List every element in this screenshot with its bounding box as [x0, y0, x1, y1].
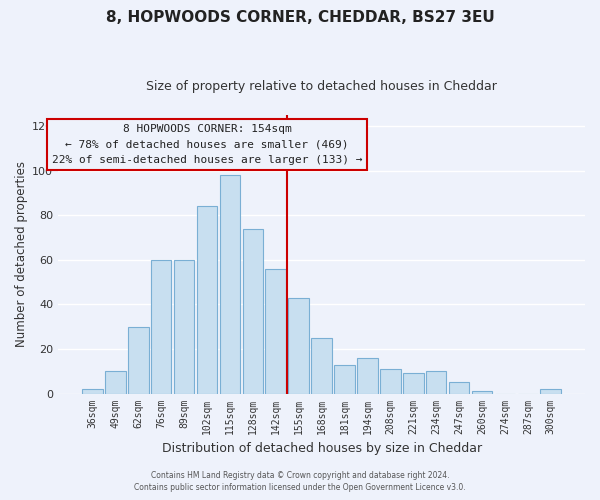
- Bar: [151, 260, 172, 394]
- Text: Contains HM Land Registry data © Crown copyright and database right 2024.
Contai: Contains HM Land Registry data © Crown c…: [134, 471, 466, 492]
- Bar: [472, 392, 493, 394]
- Bar: [289, 298, 309, 394]
- Bar: [174, 260, 194, 394]
- Bar: [357, 358, 378, 394]
- Bar: [105, 372, 125, 394]
- Y-axis label: Number of detached properties: Number of detached properties: [15, 162, 28, 348]
- Bar: [380, 369, 401, 394]
- X-axis label: Distribution of detached houses by size in Cheddar: Distribution of detached houses by size …: [161, 442, 482, 455]
- Bar: [242, 228, 263, 394]
- Text: 8, HOPWOODS CORNER, CHEDDAR, BS27 3EU: 8, HOPWOODS CORNER, CHEDDAR, BS27 3EU: [106, 10, 494, 25]
- Bar: [220, 175, 240, 394]
- Bar: [403, 374, 424, 394]
- Bar: [541, 389, 561, 394]
- Bar: [426, 372, 446, 394]
- Bar: [265, 269, 286, 394]
- Bar: [311, 338, 332, 394]
- Title: Size of property relative to detached houses in Cheddar: Size of property relative to detached ho…: [146, 80, 497, 93]
- Bar: [449, 382, 469, 394]
- Text: 8 HOPWOODS CORNER: 154sqm
← 78% of detached houses are smaller (469)
22% of semi: 8 HOPWOODS CORNER: 154sqm ← 78% of detac…: [52, 124, 362, 165]
- Bar: [82, 389, 103, 394]
- Bar: [197, 206, 217, 394]
- Bar: [334, 364, 355, 394]
- Bar: [128, 326, 149, 394]
